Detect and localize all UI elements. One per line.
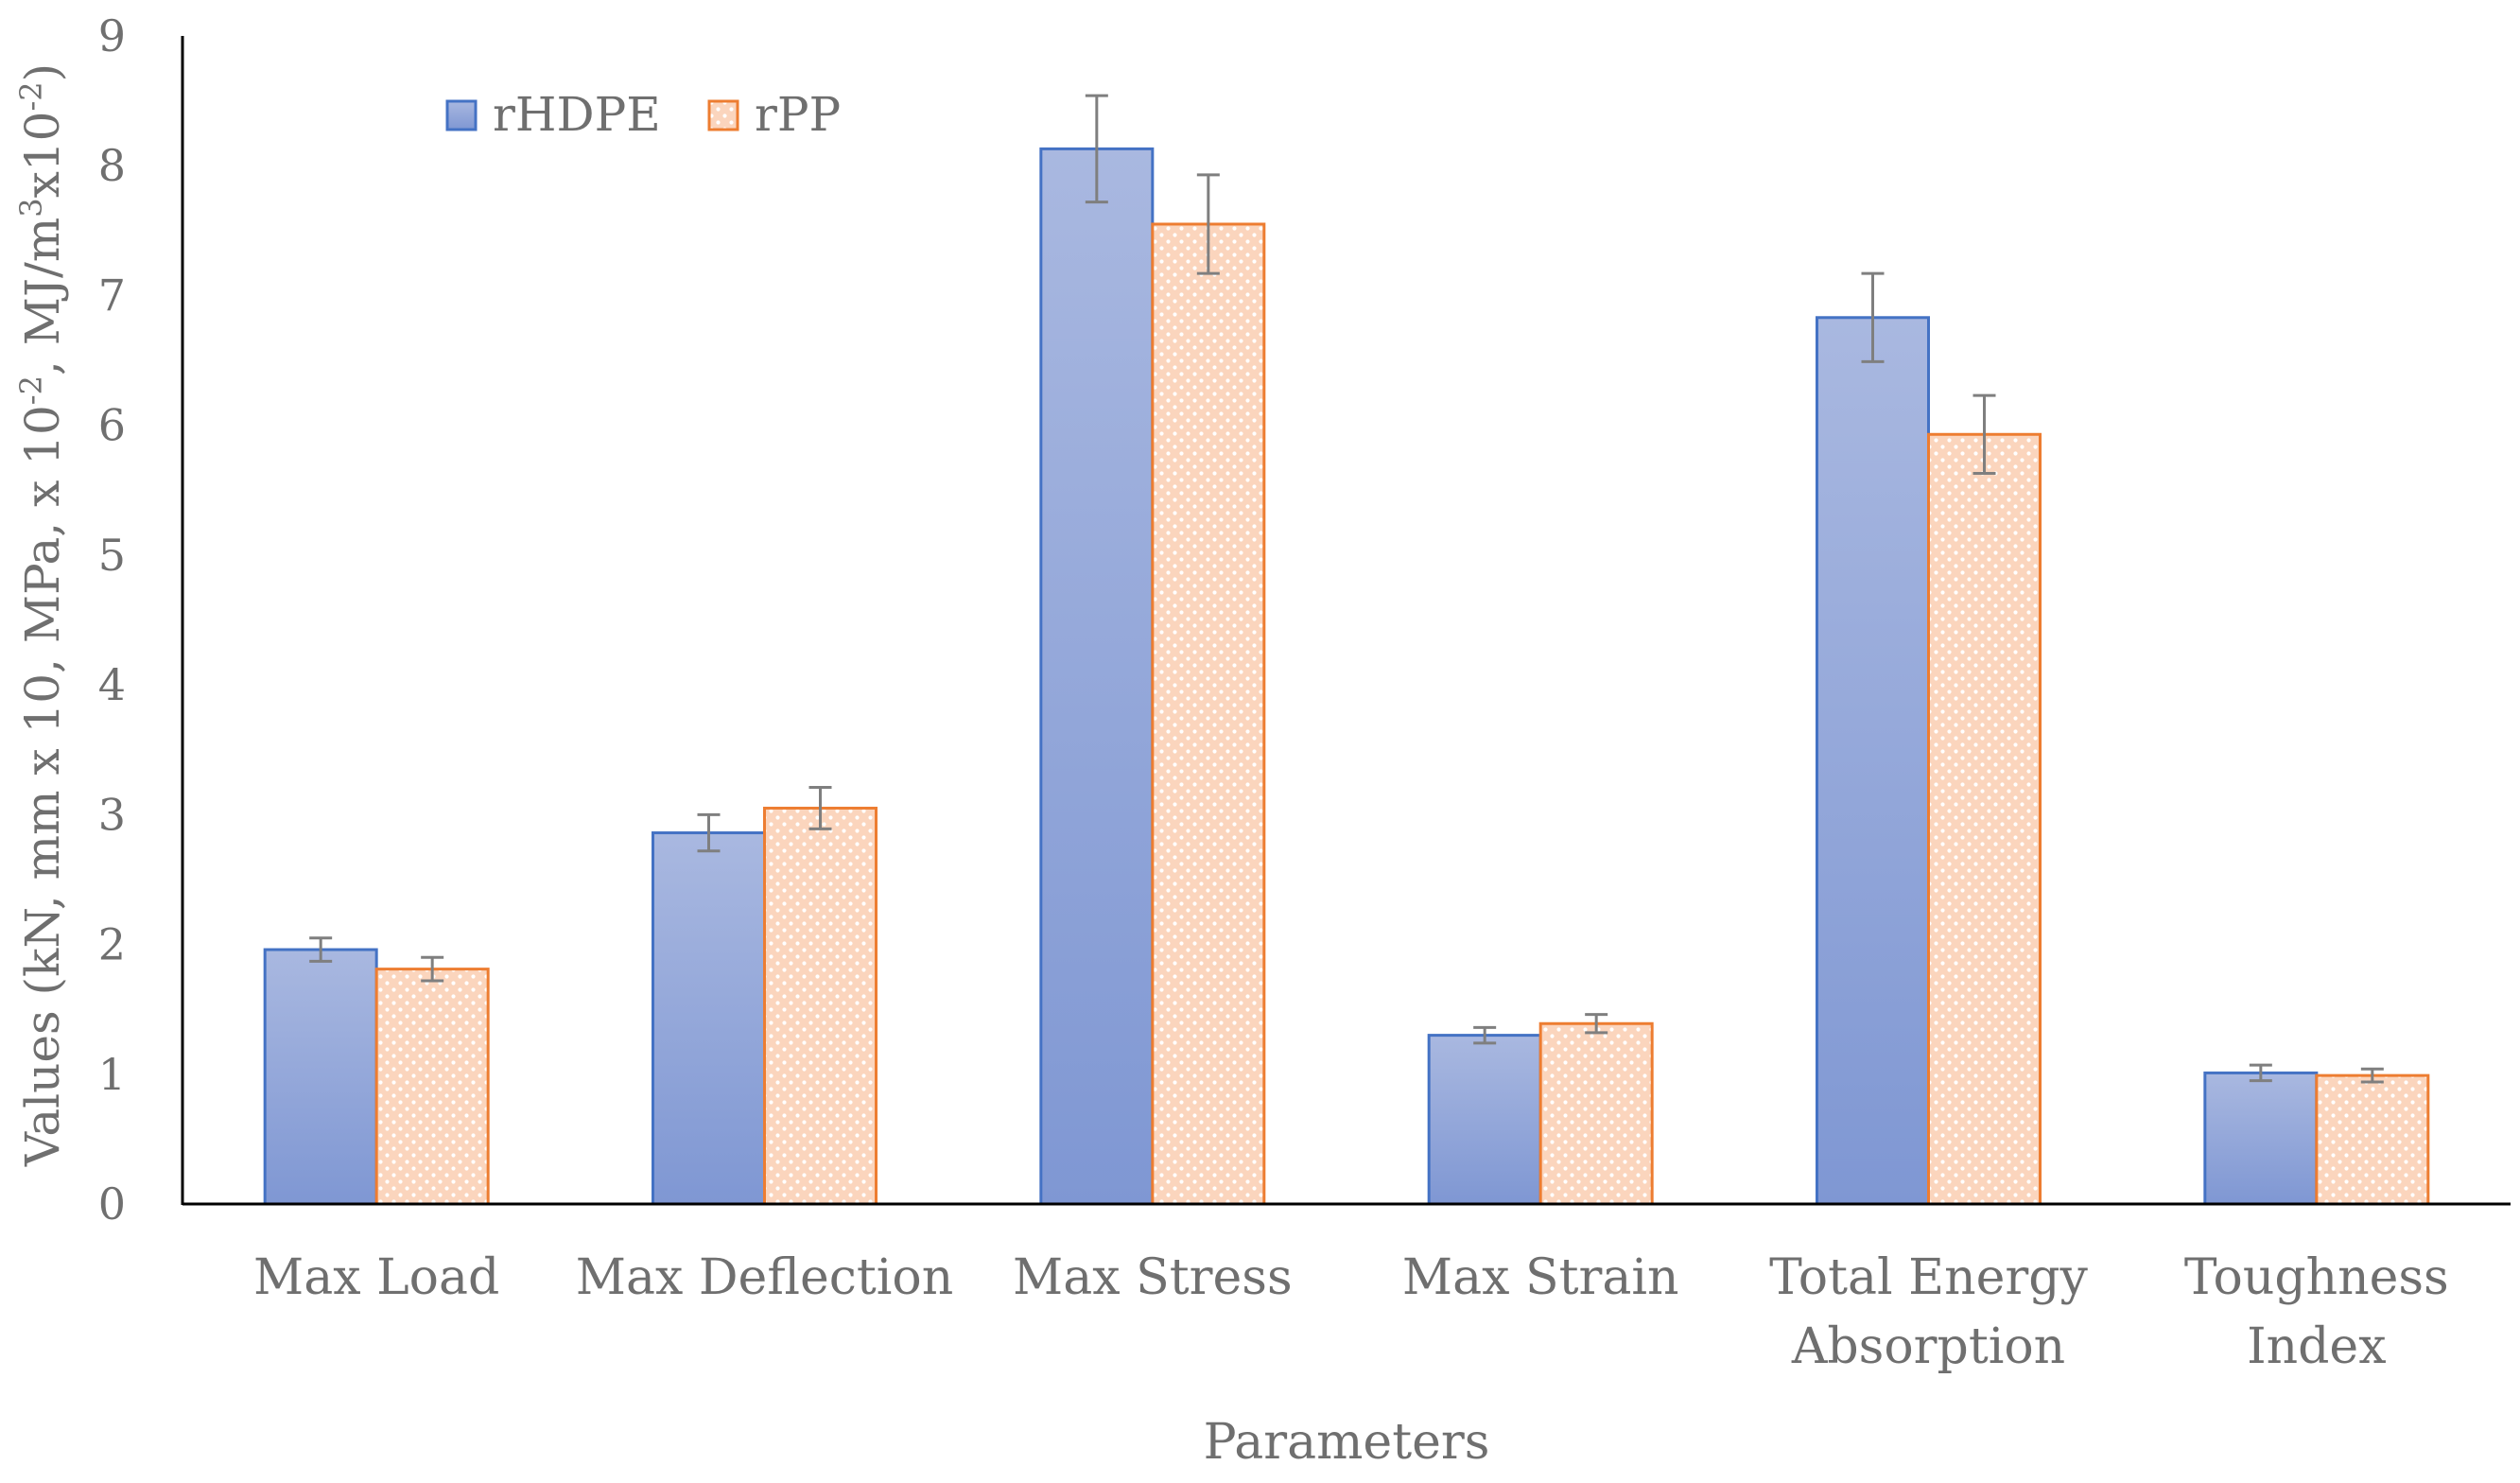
- x-axis-title: Parameters: [1204, 1414, 1490, 1471]
- legend-swatch-rpp: [707, 99, 739, 131]
- category-label: Max Strain: [1402, 1249, 1679, 1306]
- bar-rpp: [2315, 1073, 2430, 1206]
- y-axis-title-part: ): [15, 63, 70, 82]
- bar-rhdpe: [2203, 1071, 2319, 1206]
- y-tick-label: 9: [98, 10, 126, 61]
- y-tick-label: 1: [98, 1049, 126, 1100]
- bar-rpp: [374, 968, 490, 1206]
- bar-rpp: [763, 806, 878, 1206]
- bar-rpp: [1538, 1021, 1654, 1206]
- y-axis-title-part: x10: [15, 112, 70, 199]
- y-tick-label: 7: [98, 270, 126, 321]
- bar-rhdpe: [1816, 316, 1930, 1206]
- y-axis-title-part: , MJ/m: [15, 218, 70, 375]
- axis-titles: Parameters Values (kN, mm x 10, MPa, x 10…: [13, 63, 1489, 1471]
- legend-label-rhdpe: rHDPE: [493, 87, 661, 142]
- y-tick-label: 6: [98, 400, 126, 451]
- y-axis-title-superscript: -2: [13, 81, 49, 111]
- category-label: Index: [2247, 1318, 2386, 1375]
- category-label: Max Deflection: [576, 1249, 953, 1306]
- category-label: Toughness: [2184, 1249, 2449, 1306]
- y-tick-label: 8: [98, 140, 126, 191]
- bar-rhdpe: [652, 831, 766, 1206]
- y-tick-label: 0: [98, 1178, 126, 1230]
- axes: [181, 36, 2511, 1206]
- y-tick-labels: 0 1 2 3 4 5 6 7 8 9: [98, 10, 126, 1230]
- y-axis-title-superscript: -2: [13, 375, 49, 405]
- bar-rhdpe: [263, 948, 378, 1206]
- bars: [263, 147, 2430, 1206]
- y-tick-label: 5: [98, 530, 126, 581]
- bar-rhdpe: [1039, 147, 1155, 1206]
- category-label: Max Load: [253, 1249, 499, 1306]
- legend-swatch-rhdpe: [445, 99, 478, 131]
- legend-label-rpp: rPP: [755, 87, 841, 142]
- bar-rpp: [1927, 432, 2042, 1206]
- category-label: Total Energy: [1769, 1249, 2088, 1306]
- legend: rHDPE rPP: [445, 87, 841, 142]
- y-axis-title-superscript: 3: [13, 198, 49, 217]
- bar-rpp: [1151, 222, 1266, 1206]
- y-axis-title: Values (kN, mm x 10, MPa, x 10-2, MJ/m3x…: [13, 63, 70, 1167]
- y-tick-label: 3: [98, 789, 126, 840]
- category-label: Max Stress: [1013, 1249, 1293, 1306]
- category-label: Absorption: [1791, 1318, 2065, 1375]
- bar-rhdpe: [1427, 1034, 1542, 1206]
- category-labels: Max Load Max Deflection Max Stress Max Stra…: [253, 1249, 2449, 1375]
- y-axis-title-part: Values (kN, mm x 10, MPa, x 10: [15, 405, 70, 1167]
- error-bars: [309, 94, 2384, 1084]
- y-tick-label: 2: [98, 919, 126, 970]
- y-tick-label: 4: [98, 659, 126, 710]
